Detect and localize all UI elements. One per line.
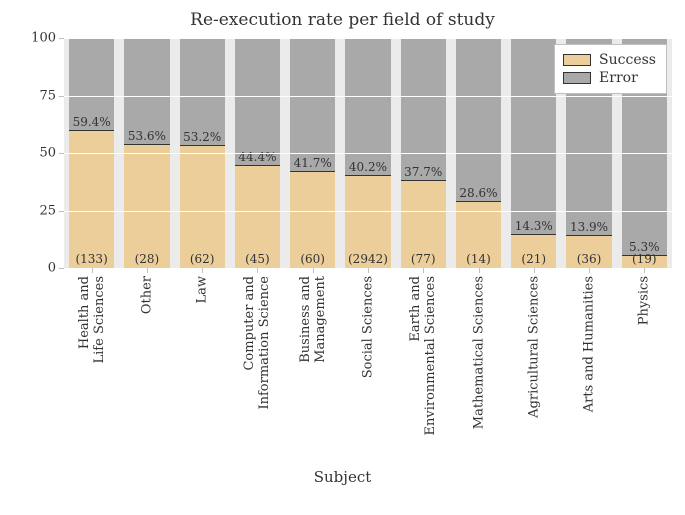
bar-segment-success — [401, 180, 446, 268]
bar-segment-success — [124, 144, 169, 268]
bar-segment-error — [290, 38, 335, 172]
x-category-label: Health and Life Sciences — [77, 276, 107, 363]
y-tick-label: 25 — [39, 203, 56, 218]
x-tick — [257, 268, 258, 273]
bar-segment-error — [69, 38, 114, 131]
x-category-label: Agricultural Sciences — [526, 276, 541, 418]
bar-segment-error — [180, 38, 225, 146]
bar-segment-success — [69, 130, 114, 268]
bar-segment-error — [345, 38, 390, 176]
x-tick — [368, 268, 369, 273]
bar-segment-success — [235, 165, 280, 268]
x-category-label: Mathematical Sciences — [471, 276, 486, 429]
y-gridline — [59, 211, 672, 212]
x-tick — [423, 268, 424, 273]
chart-figure: Re-execution rate per field of study 59.… — [0, 0, 685, 515]
y-gridline — [59, 96, 672, 97]
y-gridline — [59, 153, 672, 154]
bar-segment-success — [622, 255, 667, 268]
x-tick — [589, 268, 590, 273]
x-category-label: Social Sciences — [361, 276, 376, 378]
x-tick — [92, 268, 93, 273]
x-category-label: Computer and Information Science — [242, 276, 272, 410]
legend-item-success: Success — [563, 51, 656, 69]
x-category-label: Arts and Humanities — [582, 276, 597, 412]
legend-label-error: Error — [599, 69, 638, 87]
x-category-label: Business and Management — [298, 276, 328, 363]
y-gridline — [59, 268, 672, 269]
bar-segment-error — [235, 38, 280, 166]
bar-segment-success — [180, 145, 225, 268]
bar-segment-error — [511, 38, 556, 235]
bar-segment-success — [566, 235, 611, 268]
y-gridline — [59, 38, 672, 39]
x-category-label: Physics — [637, 276, 652, 325]
legend-swatch-error — [563, 72, 591, 84]
bar-segment-error — [124, 38, 169, 145]
x-tick — [479, 268, 480, 273]
x-category-label: Other — [139, 276, 154, 314]
x-tick — [147, 268, 148, 273]
legend-label-success: Success — [599, 51, 656, 69]
x-tick — [313, 268, 314, 273]
x-axis-label: Subject — [0, 468, 685, 486]
x-tick — [644, 268, 645, 273]
bar-segment-success — [345, 175, 390, 268]
y-tick-label: 100 — [31, 31, 56, 46]
chart-title: Re-execution rate per field of study — [0, 10, 685, 30]
bar-segment-success — [290, 171, 335, 268]
y-tick-label: 0 — [48, 261, 56, 276]
y-tick-label: 50 — [39, 146, 56, 161]
bar-segment-error — [456, 38, 501, 202]
x-tick — [534, 268, 535, 273]
bar-segment-error — [401, 38, 446, 181]
legend: Success Error — [554, 44, 667, 94]
x-category-label: Earth and Environmental Sciences — [408, 276, 438, 436]
y-tick-label: 75 — [39, 88, 56, 103]
legend-item-error: Error — [563, 69, 656, 87]
bar-segment-success — [511, 234, 556, 268]
x-category-label: Law — [195, 276, 210, 304]
legend-swatch-success — [563, 54, 591, 66]
x-tick — [202, 268, 203, 273]
